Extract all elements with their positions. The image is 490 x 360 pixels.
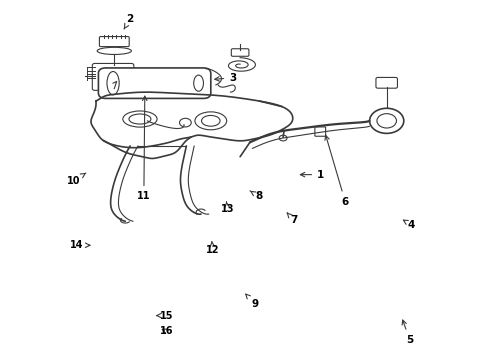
- Text: 14: 14: [70, 240, 90, 250]
- Text: 1: 1: [300, 170, 324, 180]
- Text: 2: 2: [124, 14, 134, 29]
- Text: 3: 3: [215, 73, 236, 83]
- Text: 8: 8: [250, 191, 262, 202]
- Ellipse shape: [129, 114, 151, 124]
- Ellipse shape: [107, 72, 119, 95]
- Circle shape: [279, 135, 287, 141]
- Text: 16: 16: [160, 326, 173, 336]
- Text: 6: 6: [325, 135, 349, 207]
- Text: 11: 11: [137, 96, 150, 201]
- Ellipse shape: [97, 47, 131, 54]
- FancyBboxPatch shape: [315, 127, 326, 136]
- Text: 10: 10: [67, 173, 86, 186]
- FancyBboxPatch shape: [92, 63, 134, 90]
- Ellipse shape: [194, 75, 203, 91]
- FancyBboxPatch shape: [231, 49, 249, 56]
- Text: 9: 9: [246, 294, 258, 309]
- Text: 13: 13: [220, 202, 234, 215]
- Text: 4: 4: [403, 220, 415, 230]
- Ellipse shape: [123, 111, 157, 127]
- Ellipse shape: [201, 116, 220, 126]
- FancyBboxPatch shape: [376, 77, 397, 88]
- FancyBboxPatch shape: [99, 37, 129, 46]
- Ellipse shape: [195, 112, 227, 130]
- Text: 5: 5: [402, 320, 413, 345]
- FancyBboxPatch shape: [98, 68, 211, 98]
- Circle shape: [377, 114, 396, 128]
- Circle shape: [179, 118, 191, 127]
- Text: 7: 7: [287, 213, 297, 225]
- Text: 15: 15: [157, 311, 173, 320]
- Text: 12: 12: [206, 242, 220, 255]
- Circle shape: [369, 108, 404, 134]
